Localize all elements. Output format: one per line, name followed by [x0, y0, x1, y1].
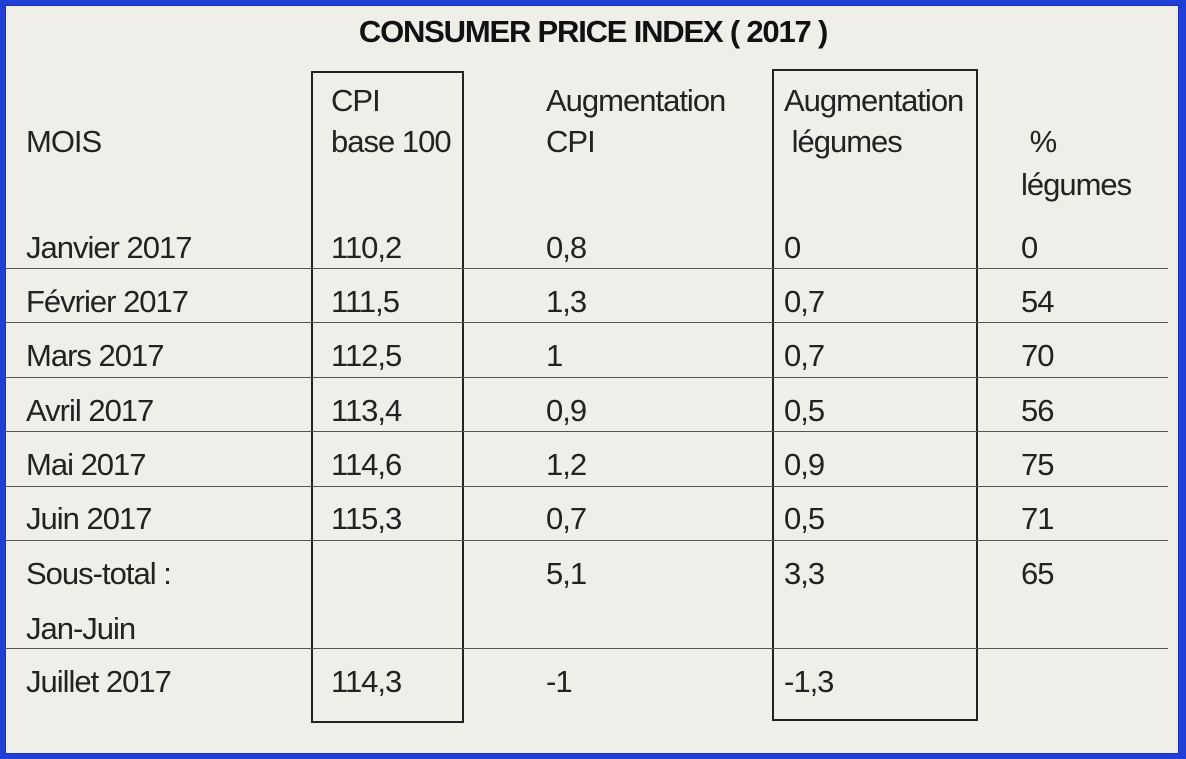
header-aug-leg-line1: Augmentation [784, 83, 964, 118]
row-mai-aug-cpi: 1,2 [546, 447, 587, 482]
row-juillet-cpi: 114,3 [331, 664, 402, 699]
table-panel [5, 5, 1179, 754]
header-aug-cpi-line2: CPI [546, 124, 596, 159]
row-mai-pct-leg: 75 [1021, 447, 1054, 482]
row-juillet-aug-cpi: -1 [546, 664, 573, 699]
row-divider [5, 322, 1168, 323]
row-janvier-aug-leg: 0 [784, 230, 801, 265]
header-cpi-line1: CPI [331, 83, 381, 118]
row-avril-cpi: 113,4 [331, 393, 402, 428]
row-janvier-aug-cpi: 0,8 [546, 230, 587, 265]
row-mars-aug-leg: 0,7 [784, 338, 825, 373]
row-mai-mois: Mai 2017 [26, 447, 147, 482]
augmentation-legumes-column-box [772, 69, 978, 721]
row-janvier-mois: Janvier 2017 [26, 230, 193, 265]
subtotal-mois-line1: Sous-total : [26, 556, 172, 591]
row-mars-cpi: 112,5 [331, 338, 402, 373]
row-juin-aug-leg: 0,5 [784, 501, 825, 536]
row-fevrier-aug-leg: 0,7 [784, 284, 825, 319]
subtotal-mois-line2: Jan-Juin [26, 611, 136, 646]
header-pct-leg-line2: légumes [1021, 167, 1132, 202]
row-janvier-pct-leg: 0 [1021, 230, 1038, 265]
row-juin-mois: Juin 2017 [26, 501, 152, 536]
row-divider [5, 268, 1168, 269]
row-mars-pct-leg: 70 [1021, 338, 1054, 373]
row-juin-cpi: 115,3 [331, 501, 402, 536]
row-divider [5, 540, 1168, 541]
subtotal-pct-leg: 65 [1021, 556, 1054, 591]
row-juin-aug-cpi: 0,7 [546, 501, 587, 536]
row-fevrier-cpi: 111,5 [331, 284, 400, 319]
cpi-column-box [311, 71, 464, 723]
subtotal-aug-cpi: 5,1 [546, 556, 587, 591]
row-mars-aug-cpi: 1 [546, 338, 563, 373]
row-divider [5, 648, 1168, 649]
header-aug-cpi-line1: Augmentation [546, 83, 726, 118]
header-cpi-line2: base 100 [331, 124, 452, 159]
row-divider [5, 486, 1168, 487]
row-mai-aug-leg: 0,9 [784, 447, 825, 482]
row-janvier-cpi: 110,2 [331, 230, 402, 265]
header-mois: MOIS [26, 124, 102, 159]
row-fevrier-aug-cpi: 1,3 [546, 284, 587, 319]
row-avril-pct-leg: 56 [1021, 393, 1054, 428]
row-mars-mois: Mars 2017 [26, 338, 164, 373]
subtotal-aug-leg: 3,3 [784, 556, 825, 591]
row-divider [5, 377, 1168, 378]
row-fevrier-mois: Février 2017 [26, 284, 189, 319]
header-pct-leg-line1: % [1022, 124, 1058, 159]
row-avril-mois: Avril 2017 [26, 393, 154, 428]
row-avril-aug-leg: 0,5 [784, 393, 825, 428]
row-divider [5, 431, 1168, 432]
row-juin-pct-leg: 71 [1021, 501, 1054, 536]
row-avril-aug-cpi: 0,9 [546, 393, 587, 428]
header-aug-leg-line2: légumes [784, 124, 903, 159]
row-juillet-aug-leg: -1,3 [784, 664, 834, 699]
row-juillet-mois: Juillet 2017 [26, 664, 172, 699]
row-fevrier-pct-leg: 54 [1021, 284, 1054, 319]
page-title: CONSUMER PRICE INDEX ( 2017 ) [358, 14, 828, 49]
row-mai-cpi: 114,6 [331, 447, 402, 482]
